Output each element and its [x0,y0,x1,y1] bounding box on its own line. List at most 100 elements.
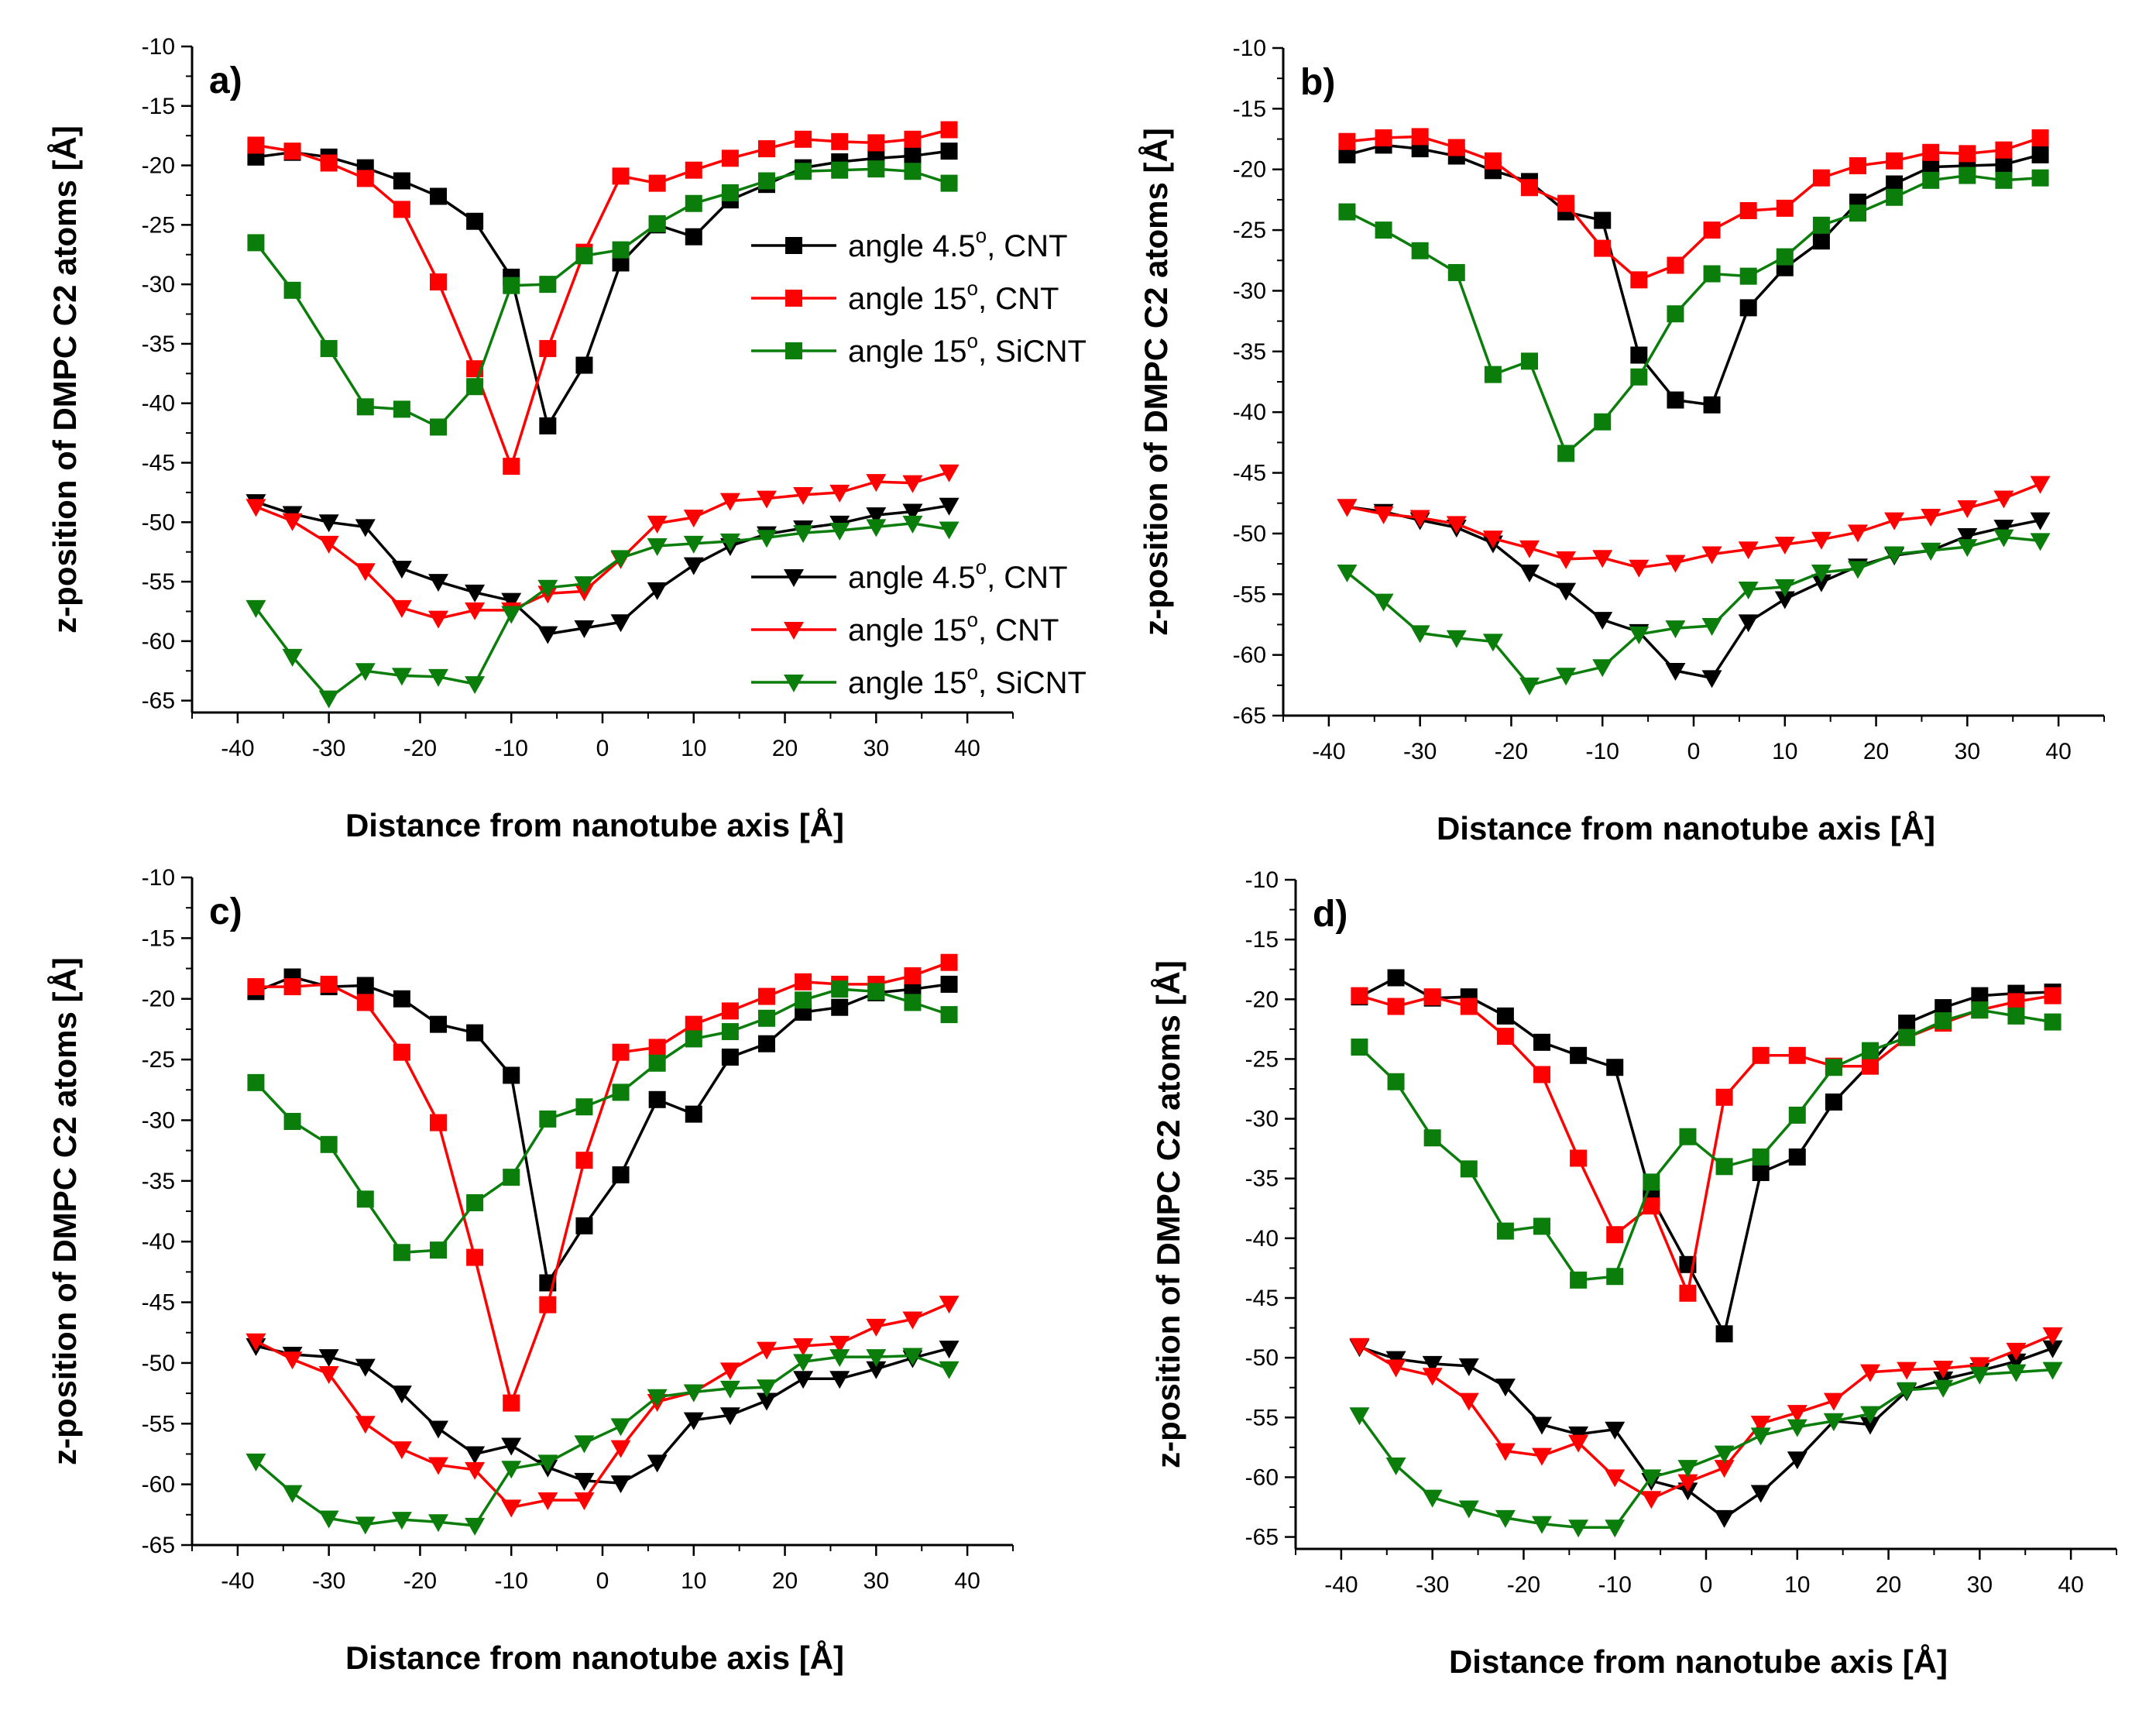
y-tick-label: -55 [1233,582,1266,607]
y-tick-label: -65 [1245,1525,1279,1550]
y-tick-label: -30 [142,1107,175,1133]
data-point [1533,1217,1550,1235]
data-point [1703,396,1721,414]
y-tick-label: -25 [1245,1046,1279,1072]
data-point [1995,171,2013,189]
data-point [940,121,958,139]
data-point [685,161,702,179]
data-point [1519,677,1540,695]
data-point [2006,1342,2027,1361]
data-point [831,132,849,150]
data-point [610,1440,631,1458]
data-point [430,1241,447,1259]
data-point [1568,1434,1589,1453]
data-point [283,1113,301,1131]
data-point [282,648,303,667]
data-point [1458,1500,1479,1519]
x-tick-label: 40 [954,1568,980,1594]
data-point [1338,203,1356,221]
legend-marker [785,290,802,307]
data-point [904,980,922,998]
data-point [867,134,885,152]
data-point [1533,1066,1550,1083]
data-point [1971,1001,1989,1019]
data-point [1641,1491,1662,1509]
data-point [1592,550,1613,568]
y-tick-label: -60 [142,629,175,654]
data-point [1630,346,1648,364]
y-tick-label: -15 [1245,927,1279,953]
data-point [1422,1489,1443,1508]
data-point [939,521,960,540]
series-line [256,149,949,430]
data-point [2007,1007,2025,1025]
data-point [939,464,960,482]
y-tick-label: -30 [1233,278,1266,304]
data-point [501,1499,522,1518]
data-point [1423,1129,1441,1147]
data-point [1959,167,1976,184]
data-point [1738,582,1759,600]
y-tick-label: -60 [142,1472,175,1498]
data-point [1629,626,1650,644]
data-point [647,1454,668,1473]
data-point [1776,248,1794,266]
series-line [255,1302,950,1509]
data-point [1787,1419,1808,1437]
data-point [1349,1337,1370,1356]
data-point [1605,1519,1626,1538]
series-line [255,471,950,620]
data-point [1458,1392,1479,1411]
data-point [1447,139,1465,156]
legend-upper: angle 4.5o, CNT angle 15o, CNT angle 15o, … [751,224,1087,369]
data-point [1446,630,1467,648]
data-point [391,1512,412,1530]
data-point [1606,1059,1624,1076]
data-point [503,1169,520,1186]
y-tick-label: -55 [142,569,175,595]
data-point [939,497,960,516]
data-point [940,975,958,993]
series-line [255,987,950,1255]
data-point [866,1361,887,1379]
data-point [1935,1012,1952,1030]
data-point [1703,265,1721,283]
data-point [245,1453,266,1471]
data-point [793,1371,814,1389]
series-line [1358,1368,2053,1529]
data-point [1788,1148,1806,1166]
data-point [1849,204,1866,222]
data-point [430,273,447,291]
data-point [2044,987,2062,1004]
data-point [867,160,885,178]
data-point [1458,1358,1479,1376]
data-point [1787,1451,1808,1470]
x-tick-label: -40 [1324,1572,1358,1598]
x-tick-label: 0 [1687,739,1701,764]
y-tick-label: -50 [142,1351,175,1376]
data-point [1811,574,1832,592]
data-point [1886,175,1904,193]
data-point [1703,221,1721,239]
y-tick-label: -50 [1233,521,1266,547]
series-upper-SiCNT15 [1338,167,2049,462]
data-point [2042,1361,2063,1380]
data-point [503,1394,520,1412]
x-tick-label: -30 [312,1568,345,1594]
y-tick-label: -35 [1245,1166,1279,1192]
data-point [902,475,923,493]
series-line [1346,173,2041,456]
data-point [683,510,704,528]
data-point [795,163,812,180]
data-point [902,503,923,522]
data-point [902,1311,923,1330]
data-point [282,1485,303,1503]
data-point [465,1461,486,1480]
data-point [355,1516,376,1535]
data-point [647,515,668,534]
data-point [503,1066,520,1084]
series-upper-SiCNT15 [1351,1001,2062,1289]
data-point [466,1248,484,1266]
data-point [939,1341,960,1359]
data-point [1629,559,1650,578]
